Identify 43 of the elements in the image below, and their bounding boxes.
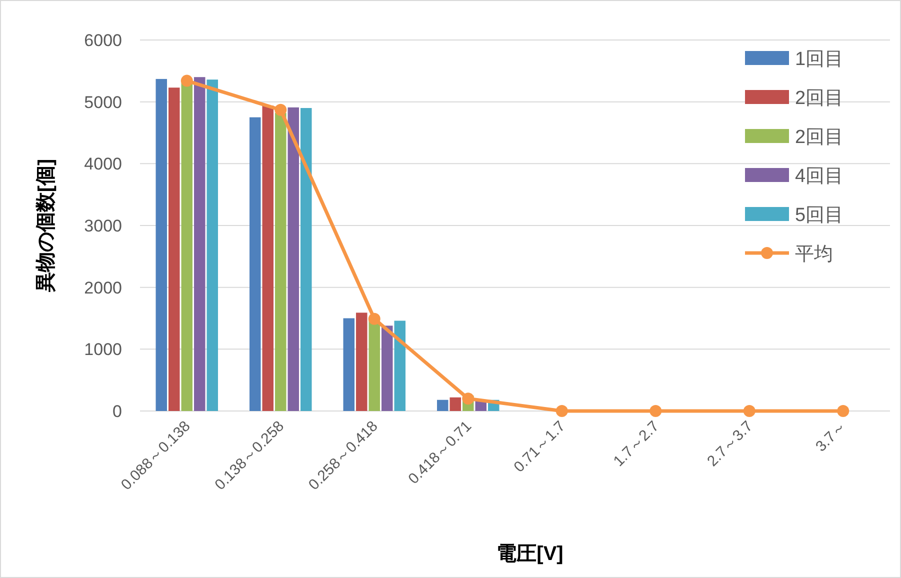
- bar: [206, 80, 218, 411]
- point: [462, 392, 474, 405]
- legend-label: 5回目: [795, 205, 844, 226]
- y-axis-title: 異物の個数[個]: [35, 158, 57, 294]
- legend-label: 2回目: [795, 127, 844, 148]
- bar: [343, 318, 354, 411]
- y-tick-label: 1000: [84, 340, 122, 360]
- legend-label: 平均: [795, 244, 833, 265]
- bar: [181, 82, 192, 411]
- point: [743, 405, 756, 417]
- point: [837, 405, 850, 417]
- bar: [450, 397, 461, 411]
- x-tick-label: 3.7～: [812, 418, 850, 456]
- bar: [168, 88, 180, 411]
- x-tick-label: 0.71～1.7: [510, 418, 569, 476]
- bar: [437, 400, 448, 411]
- legend-label: 2回目: [795, 88, 844, 109]
- y-tick-label: 3000: [84, 216, 122, 236]
- point: [650, 405, 662, 417]
- bar: [250, 117, 261, 411]
- bar: [156, 78, 167, 411]
- legend-label: 4回目: [795, 166, 844, 187]
- point: [556, 405, 568, 417]
- y-tick-label: 6000: [84, 31, 122, 50]
- point: [368, 312, 380, 325]
- bar: [275, 112, 286, 411]
- bar: [300, 108, 312, 411]
- bar: [394, 320, 406, 411]
- bar: [262, 106, 274, 411]
- y-tick-label: 4000: [84, 154, 122, 174]
- bar: [356, 312, 368, 411]
- x-tick-label: 1.7～2.7: [610, 418, 662, 470]
- y-tick-label: 5000: [84, 92, 122, 112]
- point: [180, 74, 193, 87]
- y-tick-label: 2000: [84, 278, 122, 298]
- x-tick-label: 2.7～3.7: [704, 418, 756, 470]
- bar: [382, 326, 393, 411]
- x-axis-title: 電圧[V]: [496, 543, 564, 565]
- bar: [194, 77, 206, 411]
- y-tick-label: 0: [112, 402, 122, 421]
- bar: [288, 107, 299, 411]
- point: [274, 104, 287, 116]
- legend-label: 1回目: [795, 49, 844, 70]
